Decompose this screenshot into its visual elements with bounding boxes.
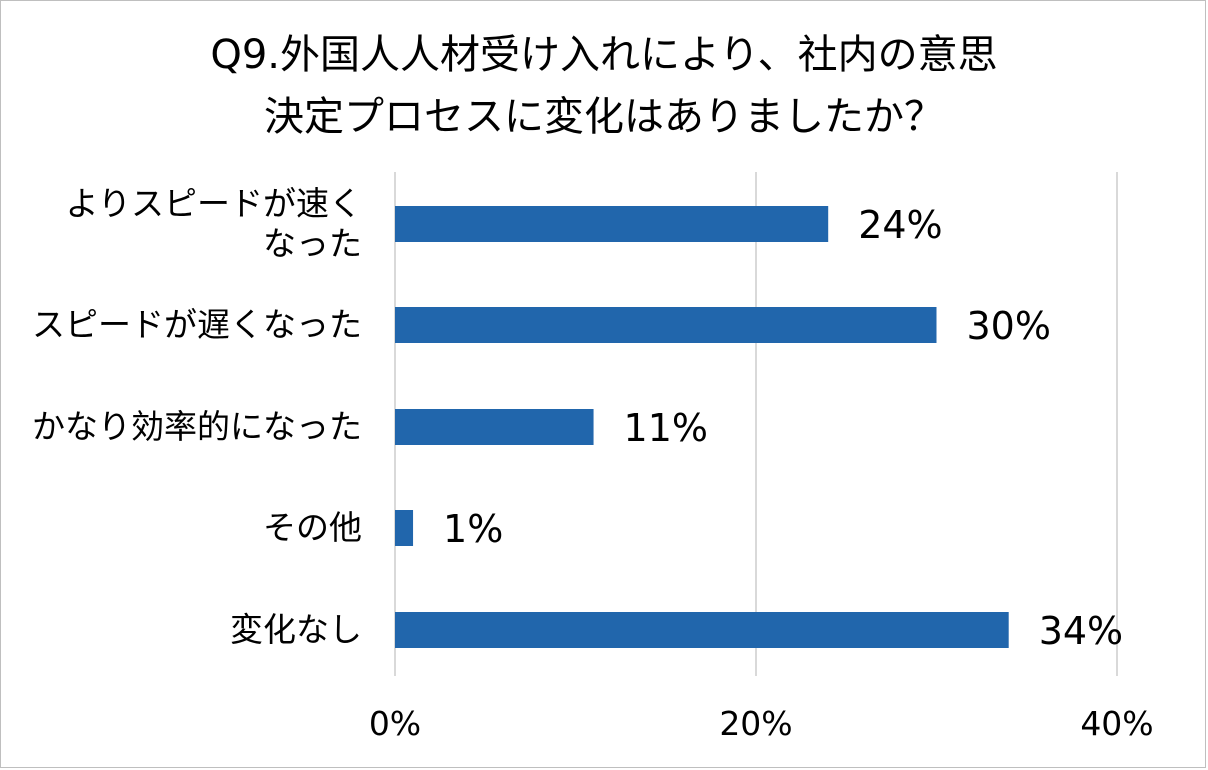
category-label-0-line-1: なった [263, 224, 362, 263]
bar-4 [395, 612, 1009, 648]
x-tick-label-2: 40% [1080, 704, 1153, 743]
bar-3 [395, 510, 414, 546]
x-tick-label-0: 0% [369, 704, 421, 743]
value-label-2: 11% [624, 406, 708, 450]
bar-0 [395, 206, 829, 242]
category-label-4: 変化なし [230, 610, 362, 649]
value-label-3: 1% [443, 507, 503, 551]
category-label-3: その他 [263, 508, 362, 547]
value-label-1: 30% [967, 304, 1051, 348]
bar-1 [395, 307, 937, 343]
category-label-0-line-0: よりスピードが速く [66, 184, 362, 223]
value-label-0: 24% [858, 203, 942, 247]
category-label-2: かなり効率的になった [32, 407, 362, 446]
x-tick-label-1: 20% [719, 704, 792, 743]
chart-title-line-1: Q9.外国人人材受け入れにより、社内の意思 [210, 32, 998, 78]
chart-title-line-2: 決定プロセスに変化はありましたか？ [264, 94, 944, 140]
category-label-1: スピードが遅くなった [32, 305, 362, 344]
bar-2 [395, 409, 594, 445]
value-label-4: 34% [1039, 609, 1123, 653]
